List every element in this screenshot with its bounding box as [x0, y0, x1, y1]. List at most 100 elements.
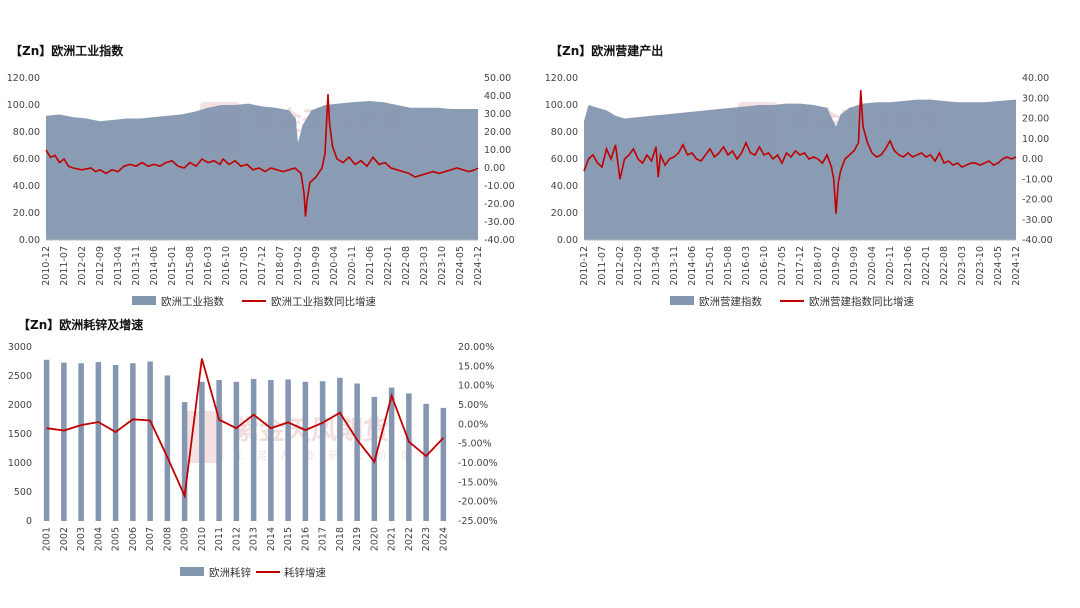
bar — [78, 363, 84, 521]
chart-title: 【Zn】欧洲耗锌及增速 — [18, 318, 144, 332]
y-right-tick-label: -20.00 — [1022, 195, 1053, 206]
x-tick-label: 2012-09 — [95, 246, 106, 286]
y-left-tick-label: 500 — [14, 487, 32, 498]
y-right-tick-label: -30.00 — [1022, 215, 1053, 226]
x-tick-label: 2015-08 — [185, 246, 196, 286]
y-right-tick-label: -40.00 — [1022, 235, 1053, 246]
y-left-tick-label: 80.00 — [13, 127, 40, 138]
y-right-tick-label: 30.00 — [484, 109, 511, 120]
x-tick-label: 2012 — [231, 527, 242, 551]
y-right-tick-label: 20.00% — [458, 342, 494, 353]
bar — [406, 393, 412, 521]
x-tick-label: 2011 — [214, 527, 225, 551]
bar — [440, 407, 447, 521]
x-tick-label: 2015 — [283, 527, 294, 551]
bar — [388, 387, 395, 521]
y-left-tick-label: 120.00 — [545, 73, 578, 84]
x-tick-label: 2020 — [369, 527, 380, 551]
x-tick-label: 2024-12 — [1011, 246, 1022, 286]
x-tick-label: 2023-10 — [975, 246, 986, 286]
x-tick-label: 2020-04 — [329, 246, 340, 286]
bar — [130, 363, 136, 521]
y-left-tick-label: 40.00 — [551, 181, 578, 192]
legend-label-area: 欧洲工业指数 — [161, 295, 224, 308]
y-right-tick-label: -10.00 — [1022, 174, 1053, 185]
y-left-tick-label: 60.00 — [13, 154, 40, 165]
y-left-tick-label: 0.00 — [557, 235, 578, 246]
x-tick-label: 2005 — [111, 527, 122, 551]
bar — [423, 403, 429, 521]
x-tick-label: 2019-02 — [293, 246, 304, 286]
x-tick-label: 2013-04 — [113, 246, 124, 286]
bar — [285, 379, 291, 521]
bar — [181, 402, 188, 521]
y-left-tick-label: 80.00 — [551, 127, 578, 138]
x-tick-label: 2019 — [352, 527, 363, 551]
x-tick-label: 2015-01 — [705, 246, 716, 286]
chart-panel-zinc-consumption: 【Zn】欧洲耗锌及增速 0 500 1000 1500 2000 2500 3000 -25.… — [0, 310, 540, 608]
y-left-tick-label: 40.00 — [13, 181, 40, 192]
x-tick-label: 2008 — [162, 527, 173, 551]
bar — [302, 381, 309, 521]
y-left-tick-label: 20.00 — [551, 208, 578, 219]
x-tick-label: 2015-01 — [167, 246, 178, 286]
x-tick-label: 2011-07 — [597, 246, 608, 286]
legend-swatch-area — [132, 296, 156, 305]
x-tick-label: 2024 — [438, 527, 449, 551]
chart-panel-construction: 【Zn】欧洲营建产出 0.00 20.00 40.00 60.00 80.00 100.0… — [540, 0, 1080, 320]
y-right-tick-label: 0.00 — [484, 163, 505, 174]
x-tick-label: 2023-03 — [957, 246, 968, 286]
y-right-tick-label: 50.00 — [484, 73, 511, 84]
bar — [233, 381, 240, 521]
y-right-tick-label: -30.00 — [484, 217, 515, 228]
y-right-tick-label: -40.00 — [484, 235, 515, 246]
x-tick-label: 2019-09 — [311, 246, 322, 286]
chart-panel-industrial: 【Zn】欧洲工业指数 0.00 20.00 40.00 60.00 80.00 100.0… — [0, 0, 540, 320]
bar — [268, 380, 274, 521]
x-tick-label: 2021 — [387, 527, 398, 551]
y-right-tick-label: -5.00% — [458, 439, 492, 450]
watermark-subtext: 立足产业研究价值 — [233, 449, 425, 462]
x-tick-label: 2017-05 — [239, 246, 250, 286]
chart-svg-industrial: 0.00 20.00 40.00 60.00 80.00 100.00 120.00 -40.… — [7, 73, 515, 308]
x-tick-label: 2023-10 — [437, 246, 448, 286]
bar — [61, 362, 67, 521]
x-tick-label: 2013-11 — [669, 246, 680, 286]
y-left-tick-label: 120.00 — [7, 73, 40, 84]
bar — [112, 364, 119, 521]
legend-swatch-area — [670, 296, 694, 305]
y-right-tick-label: 0.00% — [458, 419, 488, 430]
x-tick-label: 2011-07 — [59, 246, 70, 286]
y-left-tick-label: 2000 — [8, 400, 32, 411]
chart-title: 【Zn】欧洲营建产出 — [550, 44, 664, 58]
legend-label-line: 耗锌增速 — [284, 566, 326, 579]
x-tick-label: 2017 — [318, 527, 329, 551]
y-right-tick-label: -10.00% — [458, 458, 498, 469]
x-tick-label: 2023-03 — [419, 246, 430, 286]
bar — [43, 359, 50, 521]
x-tick-label: 2014-06 — [687, 246, 698, 286]
legend-swatch-bar — [180, 567, 204, 576]
x-tick-label: 2010-12 — [41, 246, 52, 286]
legend-label-line: 欧洲工业指数同比增速 — [271, 295, 376, 308]
x-tick-label: 2019-09 — [849, 246, 860, 286]
y-right-tick-label: -25.00% — [458, 516, 498, 527]
legend-label-area: 欧洲营建指数 — [699, 295, 762, 308]
y-left-tick-label: 100.00 — [545, 100, 578, 111]
x-tick-label: 2016 — [300, 527, 311, 551]
chart-title: 【Zn】欧洲工业指数 — [10, 44, 124, 58]
legend-label-bar: 欧洲耗锌 — [209, 566, 251, 579]
bar — [250, 378, 257, 521]
x-tick-label: 2024-05 — [993, 246, 1004, 286]
x-tick-label: 2014-06 — [149, 246, 160, 286]
x-tick-label: 2013-04 — [651, 246, 662, 286]
x-tick-label: 2018 — [335, 527, 346, 551]
y-left-tick-label: 20.00 — [13, 208, 40, 219]
y-left-tick-label: 1000 — [8, 458, 32, 469]
y-left-tick-label: 3000 — [8, 342, 32, 353]
x-tick-label: 2022-08 — [939, 246, 950, 286]
x-tick-label: 2016-10 — [221, 246, 232, 286]
x-tick-label: 2021-06 — [903, 246, 914, 286]
y-left-tick-label: 1500 — [8, 429, 32, 440]
area-series — [584, 99, 1016, 240]
